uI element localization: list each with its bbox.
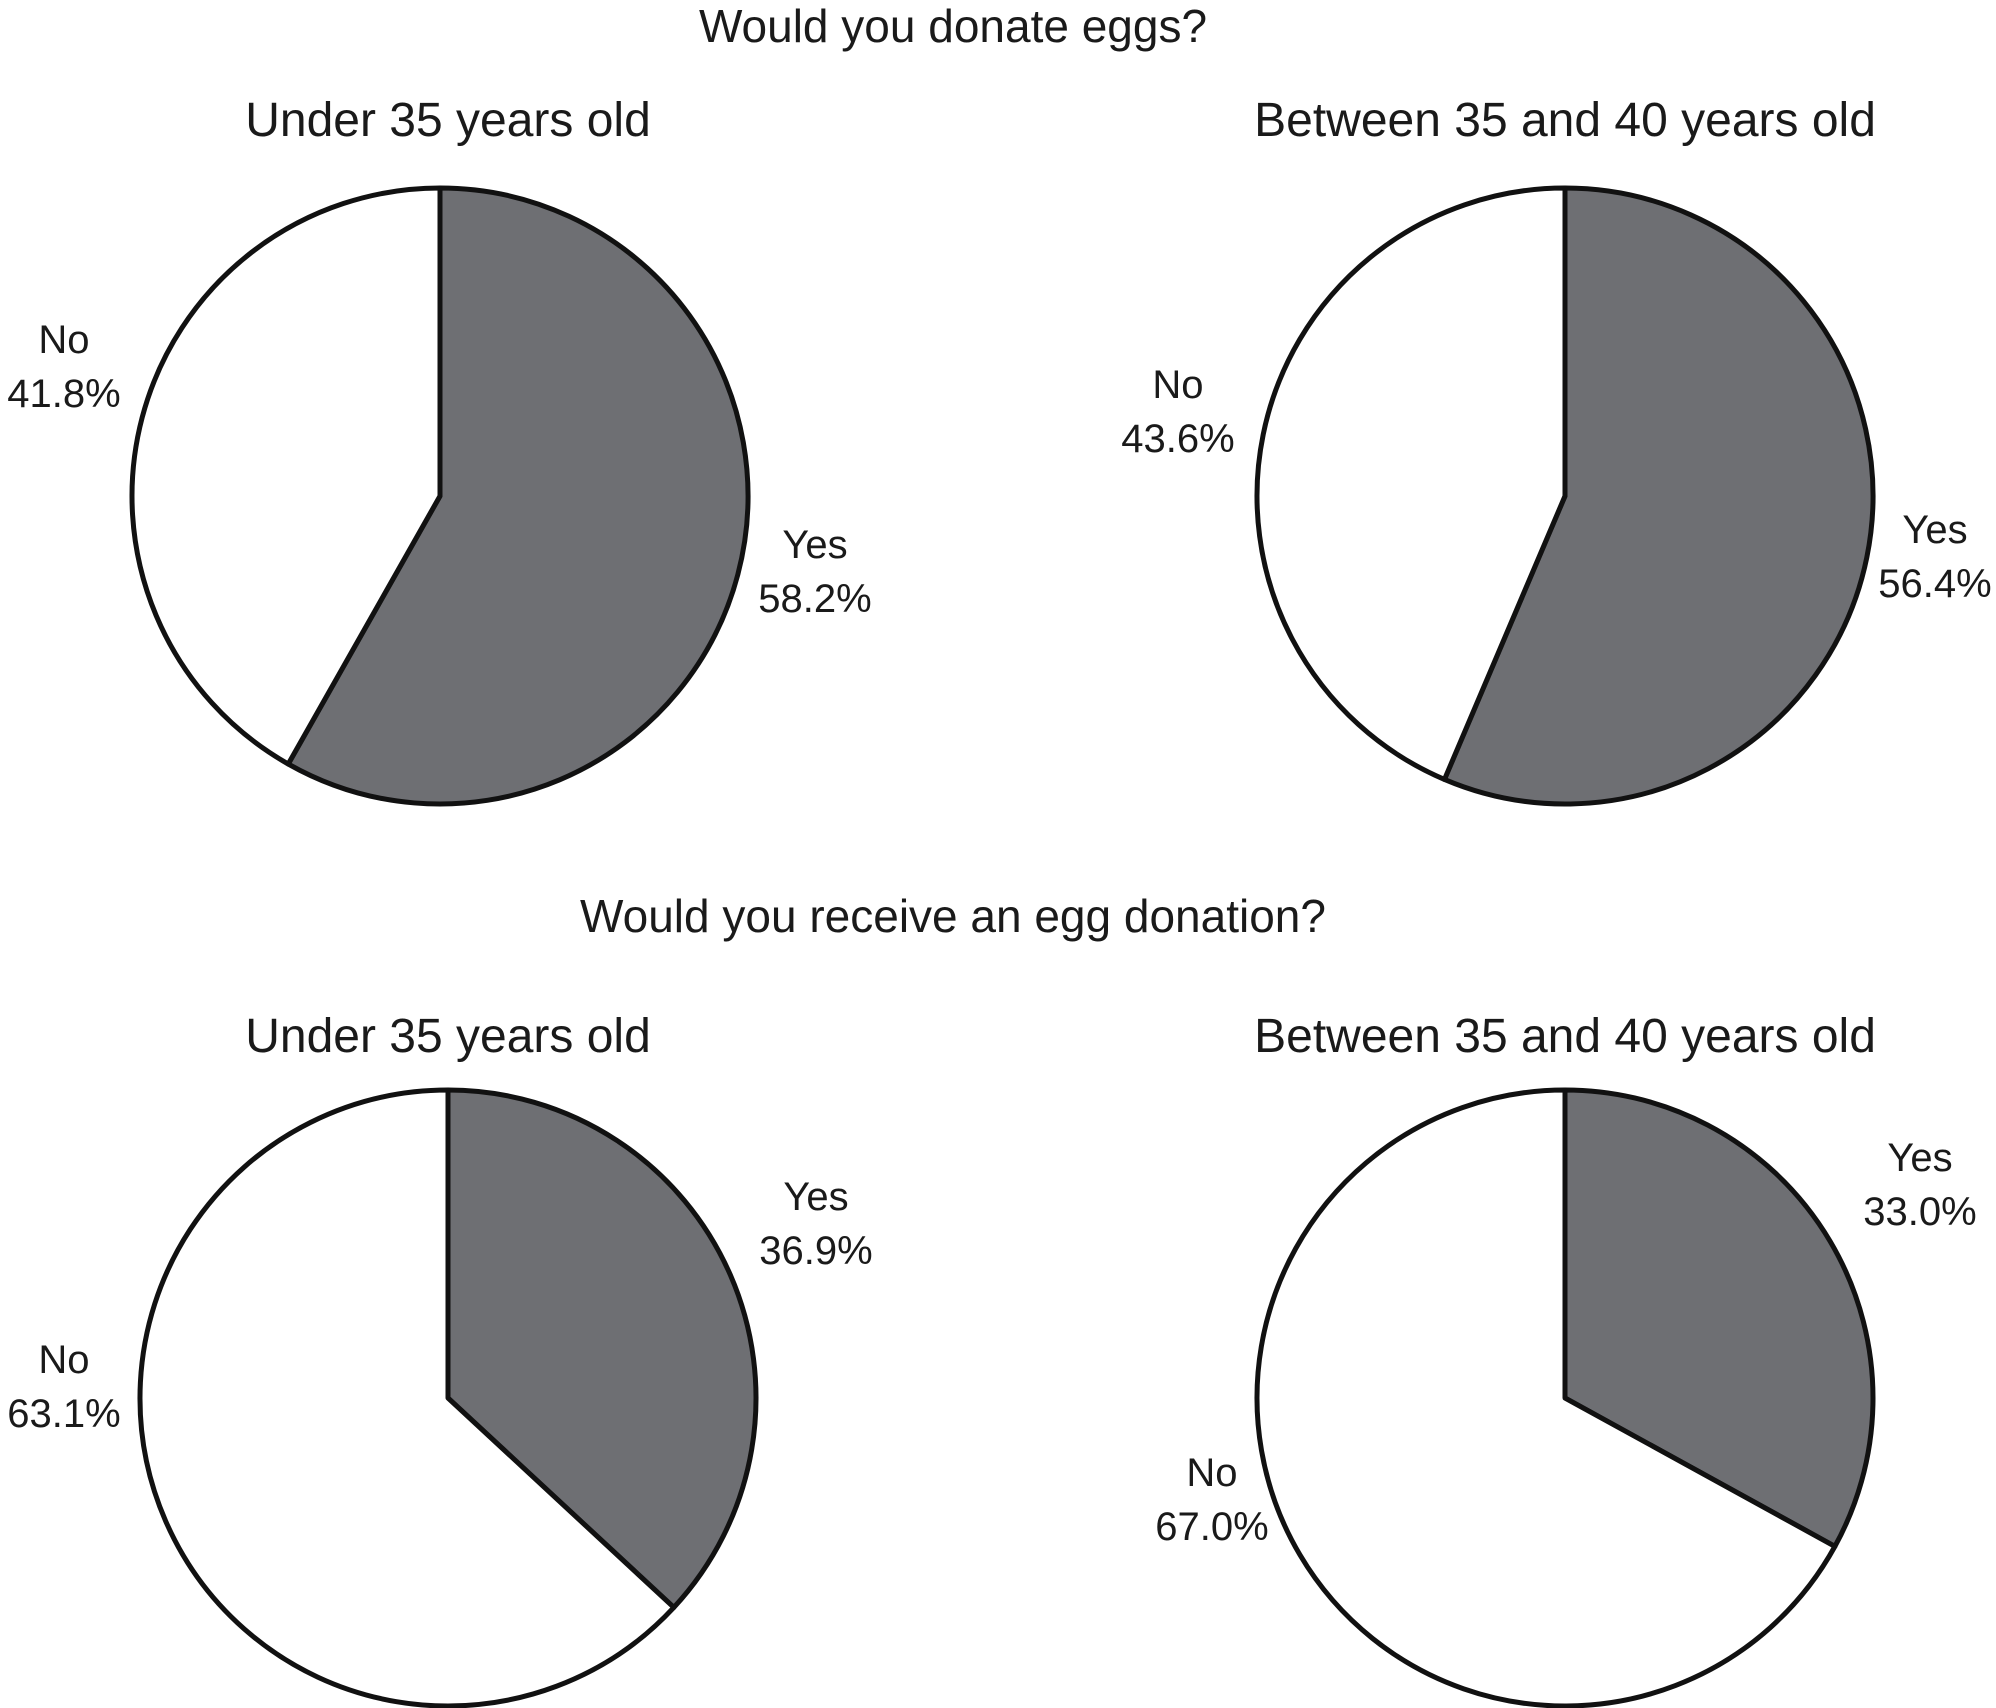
pie-slice-yes-receive-under-35 <box>445 1087 759 1610</box>
slice-label-yes-donate-under-35: Yes <box>782 523 847 567</box>
slice-value-no-donate-35-40: 43.6% <box>1121 417 1234 461</box>
slice-value-yes-donate-35-40: 56.4% <box>1878 562 1991 606</box>
pies-group: Yes 58.2% No 41.8% Yes 56.4% No 43.6% Yes 36.9% No… <box>7 185 1992 1708</box>
slice-value-no-donate-under-35: 41.8% <box>7 372 120 416</box>
slice-label-yes-donate-35-40: Yes <box>1902 508 1967 552</box>
slice-value-yes-donate-under-35: 58.2% <box>758 577 871 621</box>
pie-slice-no-receive-35-40 <box>1254 1087 1838 1708</box>
pie-slice-no-receive-under-35 <box>137 1087 677 1708</box>
pie-title-receive-35-40: Between 35 and 40 years old <box>1254 1010 1876 1063</box>
slice-label-no-receive-35-40: No <box>1186 1451 1237 1495</box>
slice-label-no-donate-under-35: No <box>38 318 89 362</box>
slice-value-yes-receive-under-35: 36.9% <box>759 1229 872 1273</box>
slice-label-no-donate-35-40: No <box>1152 363 1203 407</box>
pie-slice-no-donate-35-40 <box>1254 185 1568 782</box>
slice-label-yes-receive-35-40: Yes <box>1887 1136 1952 1180</box>
slice-label-no-receive-under-35: No <box>38 1338 89 1382</box>
section-title-receive: Would you receive an egg donation? <box>580 890 1326 942</box>
pie-title-donate-under-35: Under 35 years old <box>245 94 651 147</box>
pie-slice-no-donate-under-35 <box>129 185 443 767</box>
slice-label-yes-receive-under-35: Yes <box>783 1175 848 1219</box>
pie-slice-yes-donate-under-35 <box>285 185 751 807</box>
pie-slice-yes-donate-35-40 <box>1441 185 1876 807</box>
slice-value-no-receive-35-40: 67.0% <box>1155 1505 1268 1549</box>
slice-value-no-receive-under-35: 63.1% <box>7 1392 120 1436</box>
section-title-donate: Would you donate eggs? <box>699 0 1207 52</box>
pie-slice-yes-receive-35-40 <box>1562 1087 1876 1549</box>
pie-title-donate-35-40: Between 35 and 40 years old <box>1254 94 1876 147</box>
slice-value-yes-receive-35-40: 33.0% <box>1863 1190 1976 1234</box>
pie-title-receive-under-35: Under 35 years old <box>245 1010 651 1063</box>
